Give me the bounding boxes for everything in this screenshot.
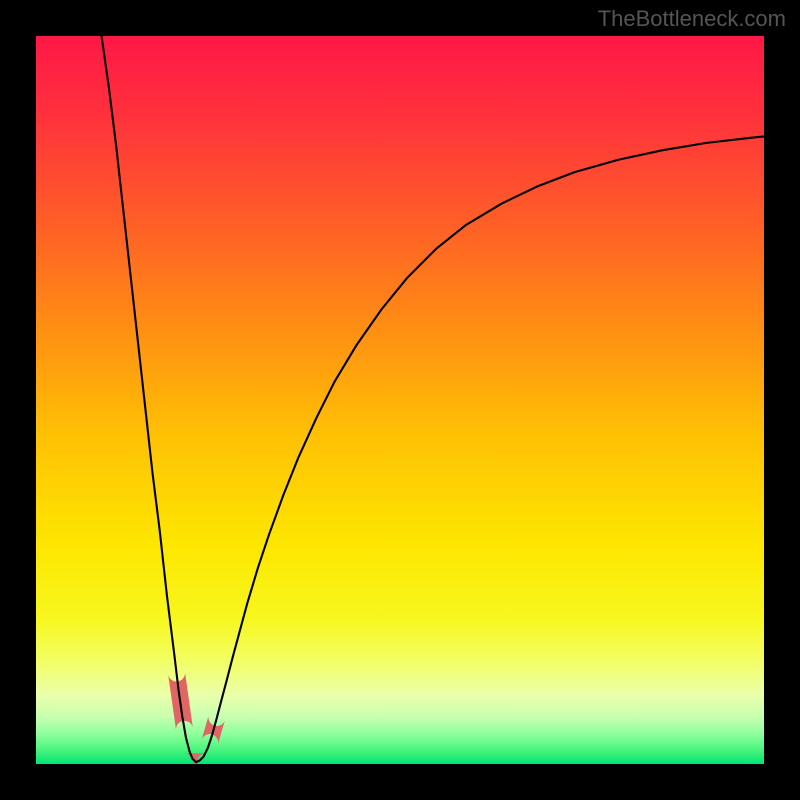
- watermark-text: TheBottleneck.com: [598, 6, 786, 32]
- chart-svg: [36, 36, 764, 764]
- chart-stage: TheBottleneck.com: [0, 0, 800, 800]
